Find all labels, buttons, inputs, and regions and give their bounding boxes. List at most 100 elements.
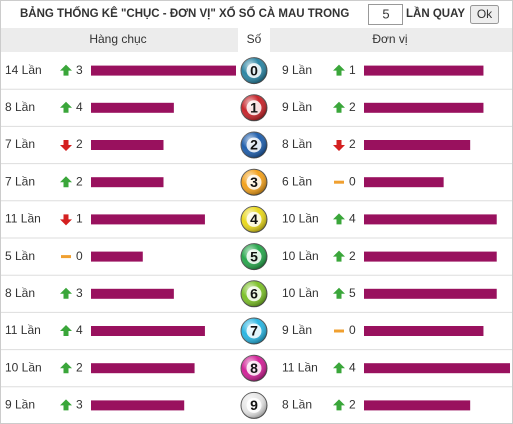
delta: 4 [76, 100, 83, 114]
count-label: 10 Lần [282, 249, 319, 263]
delta: 4 [76, 323, 83, 337]
trend-flat [334, 329, 344, 333]
delta: 1 [76, 212, 83, 226]
count-label: 11 Lần [282, 360, 318, 374]
count-label: 8 Lần [282, 137, 312, 151]
count-bar [91, 65, 236, 76]
count-label: 7 Lần [5, 174, 35, 188]
units-header: Đơn vị [372, 32, 407, 46]
count-bar [91, 400, 185, 411]
trend-up [333, 362, 345, 374]
draws-label: LẦN QUAY [406, 7, 465, 20]
ball-digit: 3 [250, 174, 258, 190]
ball-digit: 9 [250, 397, 258, 413]
trend-up [333, 287, 345, 299]
draws-value[interactable]: 5 [382, 6, 389, 21]
trend-up [333, 213, 345, 225]
delta: 2 [349, 137, 356, 151]
delta: 0 [349, 323, 356, 337]
ball-digit: 7 [250, 323, 258, 339]
trend-flat [61, 255, 71, 259]
ball-center [246, 323, 262, 339]
delta: 2 [349, 100, 356, 114]
count-bar [91, 214, 205, 225]
delta: 2 [349, 249, 356, 263]
count-bar [364, 326, 484, 336]
count-bar [91, 140, 164, 150]
ok-button-label[interactable]: Ok [477, 7, 493, 21]
delta: 0 [76, 249, 83, 263]
count-label: 9 Lần [282, 100, 312, 114]
count-bar [364, 251, 497, 262]
title: BẢNG THỐNG KÊ "CHỤC - ĐƠN VỊ" XỔ SỐ CÀ M… [20, 6, 349, 20]
delta: 2 [76, 360, 83, 374]
count-bar [364, 288, 497, 299]
count-label: 8 Lần [282, 398, 312, 412]
count-label: 7 Lần [5, 137, 35, 151]
trend-up [60, 64, 72, 76]
delta: 2 [76, 137, 83, 151]
draws-input[interactable] [368, 4, 403, 25]
count-label: 11 Lần [5, 212, 41, 226]
count-bar [364, 140, 471, 150]
trend-up [60, 101, 72, 113]
delta: 3 [76, 63, 83, 77]
count-label: 14 Lần [5, 63, 42, 77]
ball-digit: 2 [250, 137, 258, 153]
count-label: 6 Lần [282, 174, 312, 188]
trend-up [333, 250, 345, 262]
delta: 5 [349, 286, 356, 300]
trend-up [60, 399, 72, 411]
ball-center [246, 137, 262, 153]
count-label: 10 Lần [282, 286, 319, 300]
count-bar [364, 214, 497, 225]
ball-digit: 1 [250, 100, 258, 116]
count-label: 10 Lần [282, 212, 319, 226]
ball-center [246, 63, 262, 79]
ball-center [246, 360, 262, 376]
tens-header: Hàng chục [89, 32, 146, 46]
trend-up [333, 399, 345, 411]
ball-center [246, 174, 262, 190]
count-bar [91, 251, 143, 262]
ball-digit: 6 [250, 286, 258, 302]
count-label: 9 Lần [5, 398, 35, 412]
count-bar [91, 326, 205, 336]
delta: 4 [349, 360, 356, 374]
ball-center [246, 249, 262, 265]
ball-center [246, 397, 262, 413]
count-bar [364, 102, 484, 113]
ball-digit: 8 [250, 360, 258, 376]
trend-up [60, 176, 72, 188]
count-bar [91, 102, 174, 113]
ball-center [246, 211, 262, 227]
delta: 1 [349, 63, 356, 77]
ball-center [246, 286, 262, 302]
count-label: 10 Lần [5, 360, 42, 374]
count-bar [364, 400, 471, 411]
ball-digit: 0 [250, 62, 258, 78]
delta: 3 [76, 286, 83, 300]
count-bar [364, 363, 510, 374]
delta: 2 [76, 174, 83, 188]
trend-down [333, 140, 345, 151]
count-bar [91, 363, 195, 374]
ball-digit: 4 [250, 211, 258, 227]
ok-button[interactable] [470, 5, 499, 24]
count-label: 11 Lần [5, 323, 41, 337]
delta: 0 [349, 174, 356, 188]
count-bar [91, 177, 164, 188]
trend-up [60, 325, 72, 336]
trend-up [60, 287, 72, 299]
header-bar [1, 1, 512, 28]
trend-up [333, 101, 345, 113]
delta: 4 [349, 212, 356, 226]
trend-up [60, 362, 72, 374]
ball-center [246, 100, 262, 116]
trend-up [333, 64, 345, 76]
count-label: 8 Lần [5, 100, 35, 114]
digit-header-cell [238, 28, 270, 52]
count-label: 8 Lần [5, 286, 35, 300]
count-label: 5 Lần [5, 249, 35, 263]
